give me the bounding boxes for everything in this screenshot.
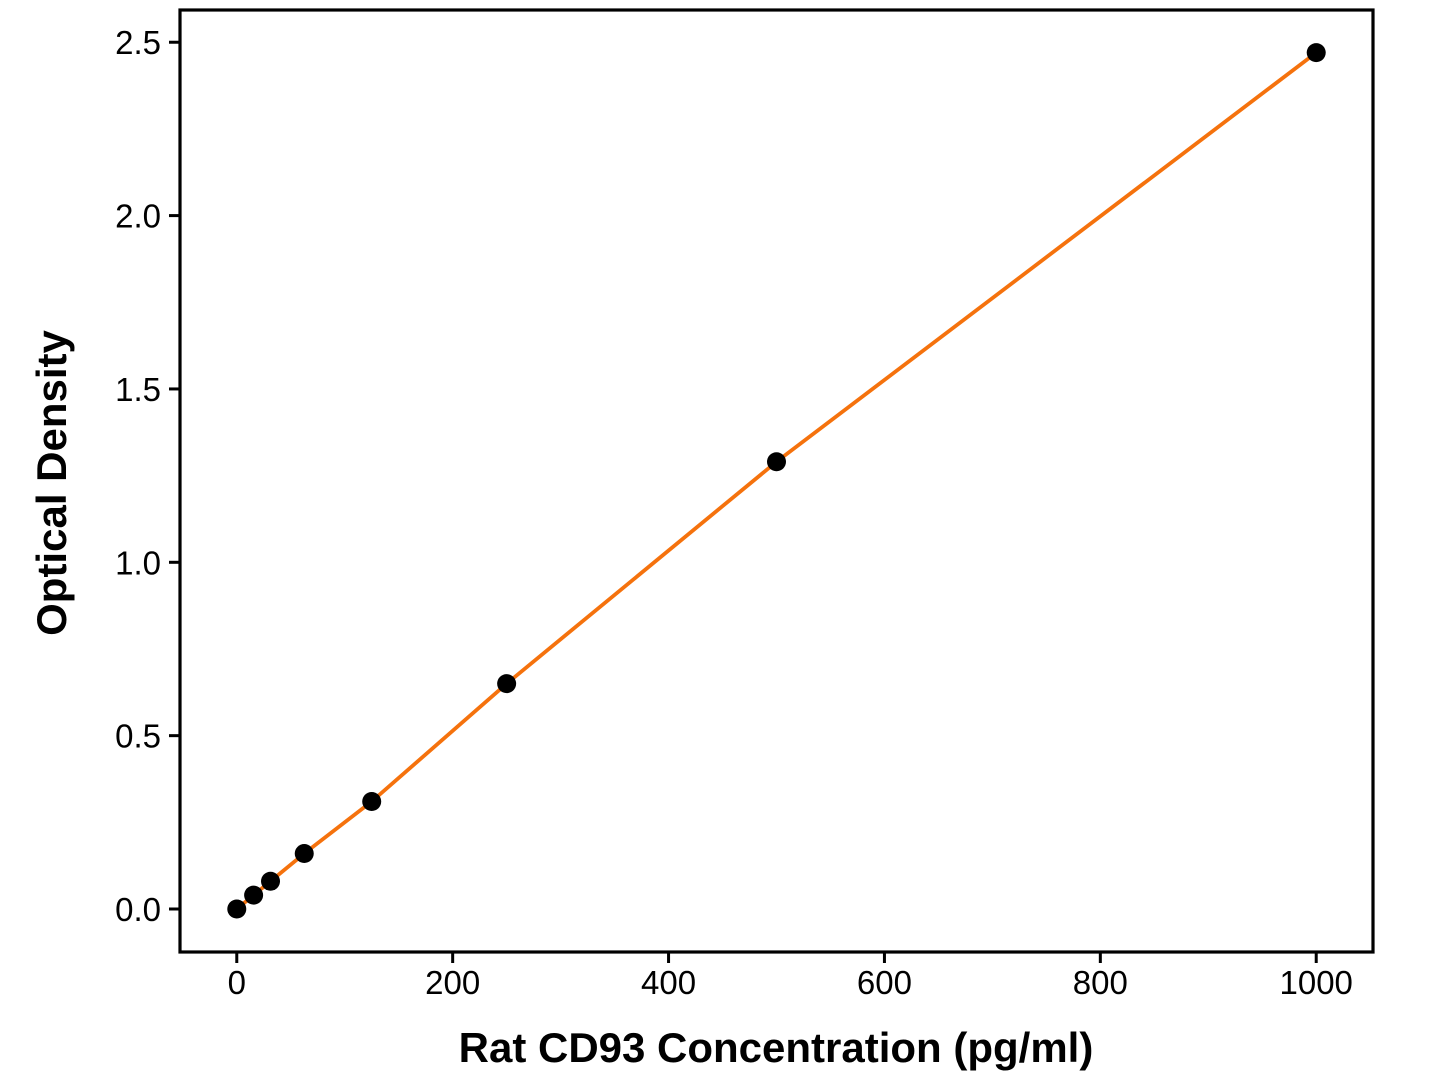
data-point-marker xyxy=(1306,43,1326,63)
data-point-marker xyxy=(244,885,264,905)
y-axis-tick-label: 2.5 xyxy=(115,24,161,61)
x-axis-tick-label: 1000 xyxy=(1280,964,1353,1001)
data-point-marker xyxy=(767,452,786,472)
data-point-marker xyxy=(261,871,281,891)
plot-frame xyxy=(178,8,1375,954)
data-point-marker xyxy=(294,844,314,864)
plot-area: 0 200 400 600 800 1000 0.0 0.5 1.0 1.5 2.0 2.5 xyxy=(115,8,1375,1001)
y-axis-tick-label: 0.5 xyxy=(115,718,161,755)
data-point-marker xyxy=(497,674,517,694)
y-axis-tick-label: 1.0 xyxy=(115,544,161,581)
data-point-marker xyxy=(227,899,247,919)
x-axis-tick-label: 600 xyxy=(857,964,912,1001)
x-axis-tick-label: 800 xyxy=(1073,964,1128,1001)
y-axis-tick-label: 2.0 xyxy=(115,198,161,235)
x-axis-tick-label: 400 xyxy=(641,964,696,1001)
data-point-marker xyxy=(362,792,382,812)
y-axis-tick-label: 0.0 xyxy=(115,891,161,928)
x-axis-title: Rat CD93 Concentration (pg/ml) xyxy=(459,1024,1094,1071)
y-axis-tick-label: 1.5 xyxy=(115,371,161,408)
standard-curve-line xyxy=(234,50,1319,911)
x-axis-tick-label: 200 xyxy=(425,964,480,1001)
y-axis-title: Optical Density xyxy=(28,329,75,635)
x-axis-tick-label: 0 xyxy=(228,964,246,1001)
